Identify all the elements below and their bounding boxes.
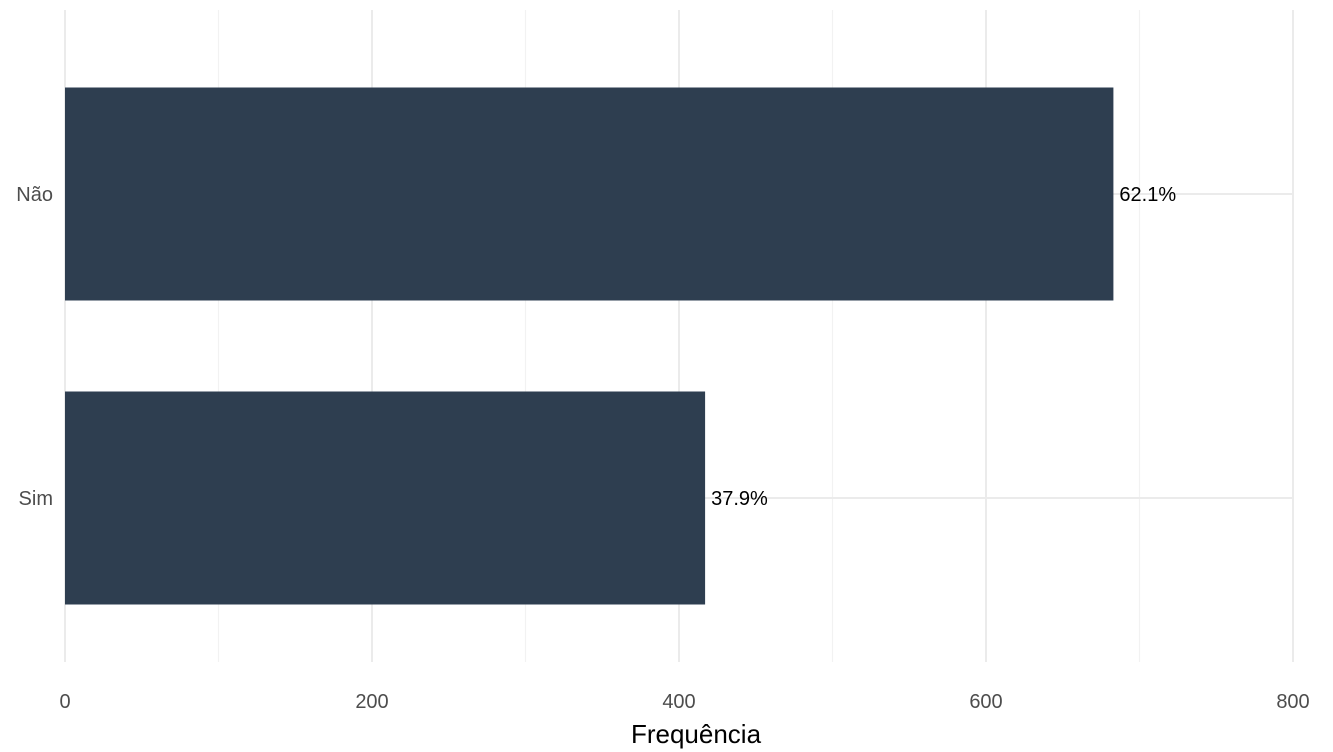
x-tick-label: 800	[1276, 691, 1309, 713]
x-axis-tick-labels: 0 200 400 600 800	[59, 691, 1309, 713]
bars	[65, 87, 1114, 605]
y-tick-label: Não	[16, 184, 53, 206]
x-axis-title: Frequência	[631, 719, 762, 749]
y-tick-label: Sim	[19, 488, 53, 510]
y-axis-tick-labels: Não Sim	[16, 184, 53, 510]
bar	[65, 391, 706, 605]
x-tick-label: 200	[355, 691, 388, 713]
bar	[65, 87, 1114, 301]
data-labels: 62.1% 37.9%	[711, 184, 1176, 510]
x-tick-label: 400	[662, 691, 695, 713]
x-tick-label: 0	[59, 691, 70, 713]
data-label: 37.9%	[711, 488, 768, 510]
x-tick-label: 600	[969, 691, 1002, 713]
data-label: 62.1%	[1119, 184, 1176, 206]
